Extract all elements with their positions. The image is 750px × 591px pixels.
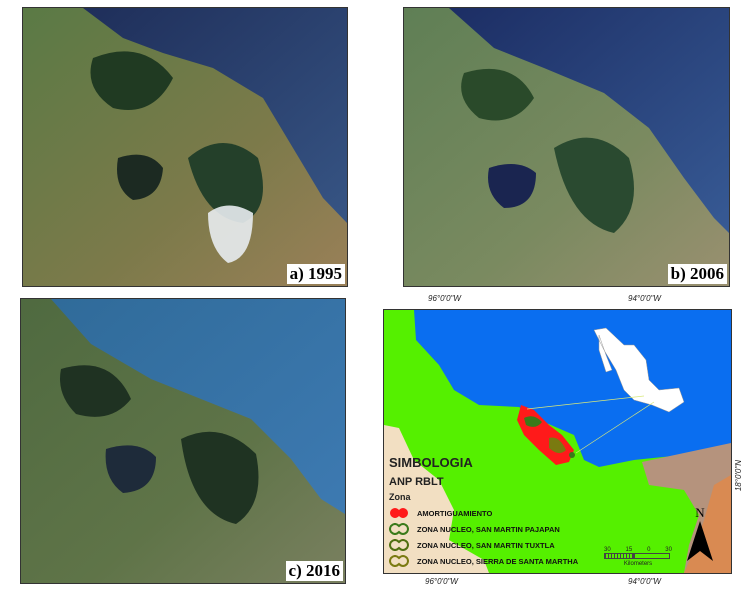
north-label: N xyxy=(695,505,705,520)
legend-group: Zona xyxy=(389,492,411,502)
satellite-panel-1995: a) 1995 xyxy=(22,7,348,287)
satellite-panel-2016: c) 2016 xyxy=(20,298,346,584)
legend-label: ZONA NUCLEO, SIERRA DE SANTA MARTHA xyxy=(417,556,579,566)
land-oaxaca xyxy=(384,425,489,573)
north-arrow-icon xyxy=(687,521,713,561)
core-zone-santa-martha xyxy=(549,437,566,454)
lon-label-bottom-right: 94°0'0"W xyxy=(628,577,661,586)
core-zone-swatch-icon xyxy=(389,555,409,567)
lon-label-bottom-left: 96°0'0"W xyxy=(425,577,458,586)
panel-label-2016: c) 2016 xyxy=(285,561,343,581)
location-map: N 30 15 0 30 Kilometers xyxy=(383,309,732,574)
map-canvas xyxy=(384,310,731,573)
inset-leader-line xyxy=(575,401,655,454)
satellite-image-2006 xyxy=(404,8,729,286)
legend-label: ZONA NUCLEO, SAN MARTIN TUXTLA xyxy=(417,540,555,550)
satellite-image-1995 xyxy=(23,8,347,286)
satellite-panel-2006: b) 2006 xyxy=(403,7,730,287)
lon-label-top-left: 96°0'0"W xyxy=(428,294,461,303)
legend-label: AMORTIGUAMIENTO xyxy=(417,508,493,518)
legend-label: ZONA NUCLEO, SAN MARTIN PAJAPAN xyxy=(417,524,560,534)
lat-label-right: 18°0'0"N xyxy=(734,460,743,492)
core-zone-pajapan xyxy=(569,452,575,458)
scale-tick: 30 xyxy=(604,547,611,553)
scale-unit: Kilometers xyxy=(623,561,653,567)
legend-item-santa-martha: ZONA NUCLEO, SIERRA DE SANTA MARTHA xyxy=(389,553,578,569)
mexico-inset xyxy=(593,327,685,413)
north-arrow: N xyxy=(687,505,713,561)
buffer-zone-swatch-icon xyxy=(390,508,408,518)
legend-item-pajapan: ZONA NUCLEO, SAN MARTIN PAJAPAN xyxy=(389,521,578,537)
scale-tick: 0 xyxy=(647,547,651,553)
map-legend: SIMBOLOGIA ANP RBLT Zona AMORTIGUAMIENTO… xyxy=(389,455,578,569)
core-zone-swatch-icon xyxy=(389,539,409,551)
legend-subtitle: ANP RBLT xyxy=(389,476,444,488)
panel-label-1995: a) 1995 xyxy=(286,264,345,284)
scale-tick: 30 xyxy=(665,547,672,553)
legend-item-amortiguamiento: AMORTIGUAMIENTO xyxy=(389,505,578,521)
legend-title: SIMBOLOGIA xyxy=(389,455,473,470)
core-zone-tuxtla xyxy=(524,416,542,427)
panel-label-2006: b) 2006 xyxy=(667,264,727,284)
lon-label-top-right: 94°0'0"W xyxy=(628,294,661,303)
satellite-image-2016 xyxy=(21,299,345,583)
scale-tick: 15 xyxy=(625,547,633,553)
inset-leader-line xyxy=(526,395,645,410)
scale-bar: 30 15 0 30 Kilometers xyxy=(604,547,672,567)
core-zone-swatch-icon xyxy=(389,523,409,535)
legend-item-tuxtla: ZONA NUCLEO, SAN MARTIN TUXTLA xyxy=(389,537,578,553)
